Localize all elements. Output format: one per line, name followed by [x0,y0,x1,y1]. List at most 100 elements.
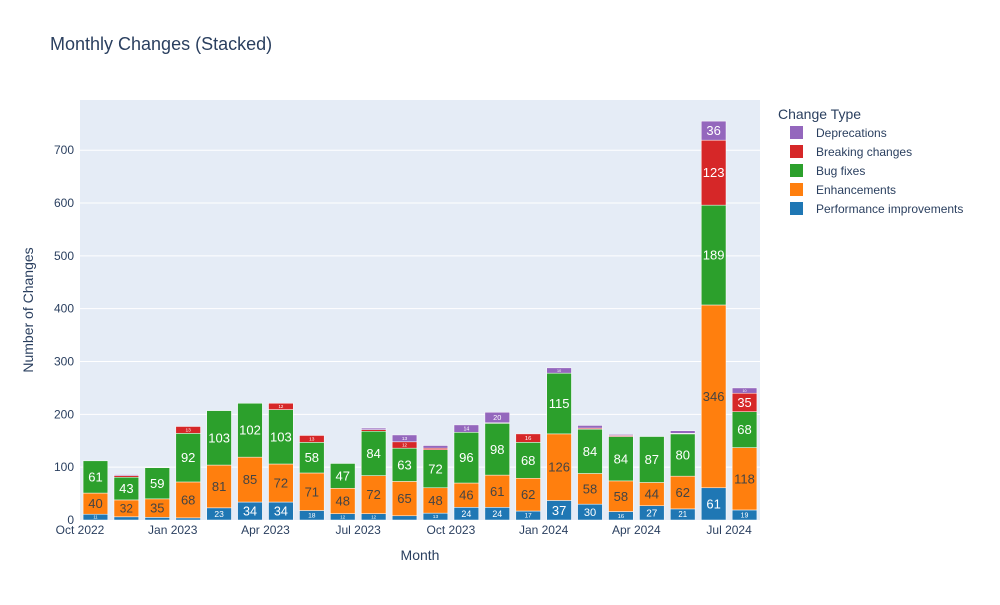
x-tick-label: Jul 2024 [706,523,752,537]
bar-value-label: 72 [428,461,442,476]
bar-value-label: 103 [208,430,230,445]
chart-title: Monthly Changes (Stacked) [50,34,272,54]
bar-segment [237,402,263,458]
bar-segment [330,488,356,514]
bar-segment [330,463,356,489]
y-axis: 0 100 200 300 400 500 600 700 [54,143,74,527]
legend-entry-label: Performance improvements [816,202,963,216]
bar-value-label: 68 [181,492,195,507]
bar-value-label: 58 [583,481,597,496]
bar-value-label: 20 [493,413,501,422]
bar-value-label: 44 [645,487,659,502]
y-tick-label: 400 [54,302,74,316]
bar-segment [453,424,479,433]
bar-value-label: 13 [186,428,192,434]
bar-value-label: 34 [274,504,288,518]
bar-value-label: 24 [461,509,471,519]
bar-segment [299,472,325,511]
bar-segment [361,475,387,514]
bars [82,120,758,521]
bar-value-label: 84 [614,451,628,466]
y-tick-label: 500 [54,249,74,263]
bar-segment [577,473,603,505]
bar-segment [701,304,727,489]
bar-segment [453,482,479,508]
legend-swatch [790,164,803,177]
bar-value-label: 12 [402,443,407,448]
bar-segment [361,427,387,430]
bar-segment [268,409,294,465]
bar-value-label: 27 [646,508,658,519]
bar-value-label: 24 [492,509,502,519]
x-tick-label: Jan 2024 [519,523,569,537]
bar-segment [268,463,294,503]
x-tick-label: Apr 2024 [612,523,661,537]
bar-value-label: 58 [614,489,628,504]
bar-value-label: 10 [557,369,561,373]
bar-segment [731,387,758,394]
bar-labels: 11 40 61 32 43 35 59 68 92 13 23 81 103 34 85 102 34 72 10… [88,123,755,520]
bar-value-label: 13 [309,437,315,443]
y-tick-label: 300 [54,355,74,369]
legend-entry-label: Deprecations [816,126,887,140]
bar-value-label: 87 [645,452,659,467]
bar-segment [175,517,201,521]
bar-segment [546,433,572,501]
legend-swatch [790,145,803,158]
bar-segment [608,480,634,512]
bar-segment [608,434,634,436]
bar-value-label: 68 [521,453,535,468]
bar-segment [701,120,727,141]
bar-value-label: 35 [737,395,751,410]
bar-value-label: 47 [335,468,349,483]
legend-swatch [790,183,803,196]
bar-value-label: 72 [274,476,288,491]
bar-value-label: 115 [549,396,570,411]
bar-segment [175,481,201,519]
x-axis-title: Month [401,547,440,563]
x-tick-label: Apr 2023 [241,523,290,537]
y-tick-label: 700 [54,143,74,157]
bar-value-label: 12 [340,514,345,519]
bar-segment [361,430,387,476]
x-tick-label: Jul 2023 [335,523,381,537]
bar-value-label: 16 [618,514,625,520]
bar-segment [391,447,418,482]
bar-value-label: 13 [433,514,439,520]
y-tick-label: 600 [54,196,74,210]
bar-value-label: 17 [525,513,533,520]
bar-value-label: 72 [366,487,380,502]
bar-segment [299,435,325,443]
bar-value-label: 12 [278,404,283,409]
bar-segment [113,474,139,476]
bar-value-label: 84 [366,446,380,461]
x-axis: Oct 2022 Jan 2023 Apr 2023 Jul 2023 Oct 2023… [56,523,752,537]
bar-segment [453,432,479,484]
bar-segment [670,475,696,510]
legend: Change Type Deprecations Breaking changes… [778,106,963,216]
bar-segment [175,433,201,483]
bar-segment [701,487,727,521]
bar-value-label: 61 [88,469,102,484]
bar-segment [484,474,510,508]
bar-segment [206,464,232,509]
bar-value-label: 189 [703,248,725,263]
bar-segment [484,411,510,424]
bar-segment [299,442,325,474]
bar-segment [670,430,696,434]
bar-segment [639,436,665,483]
bar-value-label: 126 [548,460,570,475]
bar-segment [515,478,541,512]
bar-segment [113,516,139,521]
bar-value-label: 346 [703,389,725,404]
bar-value-label: 43 [119,481,133,496]
bar-value-label: 65 [397,491,411,506]
bar-value-label: 34 [243,504,257,518]
bar-value-label: 19 [741,512,749,519]
bar-segment [144,467,170,500]
y-tick-label: 200 [54,407,74,421]
bar-value-label: 80 [675,448,689,463]
bar-value-label: 61 [706,496,720,511]
bar-value-label: 63 [397,457,411,472]
bar-value-label: 61 [490,484,504,499]
